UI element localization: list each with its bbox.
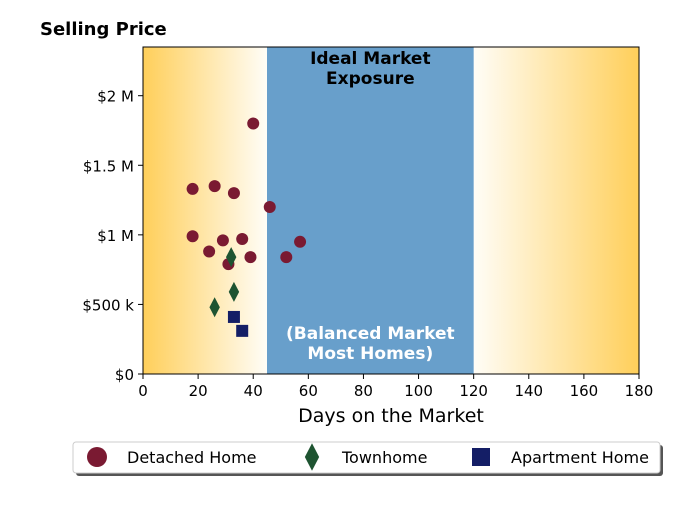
band-top-label: Ideal Market xyxy=(310,49,431,69)
detached-home-point xyxy=(208,180,221,193)
apartment-home-point xyxy=(236,324,249,337)
detached-home-point xyxy=(244,251,257,264)
band-top-label: Exposure xyxy=(326,69,415,89)
ideal-market-band xyxy=(267,47,474,374)
plot-frame xyxy=(142,46,640,375)
detached-home-point xyxy=(203,245,216,258)
x-axis-label: Days on the Market xyxy=(298,405,484,427)
band-bottom-label: (Balanced Market xyxy=(286,324,455,344)
legend-frame xyxy=(72,441,661,474)
legend-marker xyxy=(87,447,107,467)
townhome-point xyxy=(225,247,237,268)
y-tick-label: $1.5 M xyxy=(83,157,134,175)
axes: 0 20 40 60 80 100 120 140 160 180 $0 $500 k $1 M $1.5… xyxy=(82,46,654,400)
detached-home-point xyxy=(280,251,293,264)
detached-home-point xyxy=(216,234,229,247)
apartment-home-point xyxy=(227,310,240,323)
legend-label: Apartment Home xyxy=(511,448,649,467)
x-tick-label: 0 xyxy=(138,382,148,400)
x-tick-label: 40 xyxy=(244,382,263,400)
detached-home-point xyxy=(263,201,276,214)
townhome-point xyxy=(228,281,240,302)
y-tick-label: $2 M xyxy=(97,88,134,106)
plot-area xyxy=(143,47,639,374)
legend: Detached Home Townhome Apartment Home xyxy=(72,441,663,476)
y-tick-label: $500 k xyxy=(82,296,134,314)
x-tick-label: 60 xyxy=(299,382,318,400)
chart-title: Selling Price xyxy=(40,19,167,40)
x-tick-label: 180 xyxy=(625,382,654,400)
detached-home-point xyxy=(294,235,307,248)
detached-home-point xyxy=(236,233,249,246)
y-tick-label: $0 xyxy=(115,366,134,384)
legend-marker xyxy=(304,443,320,471)
y-tick-label: $1 M xyxy=(97,227,134,245)
legend-label: Detached Home xyxy=(127,448,257,467)
detached-home-point xyxy=(186,182,199,195)
x-tick-label: 120 xyxy=(459,382,488,400)
detached-home-point xyxy=(186,230,199,243)
detached-home-point xyxy=(247,117,260,130)
x-tick-label: 140 xyxy=(514,382,543,400)
data-points xyxy=(186,117,307,337)
x-tick-label: 160 xyxy=(570,382,599,400)
band-bottom-label: Most Homes) xyxy=(307,344,433,364)
x-tick-label: 20 xyxy=(189,382,208,400)
detached-home-point xyxy=(227,187,240,200)
legend-marker xyxy=(472,448,490,466)
townhome-point xyxy=(209,297,220,318)
x-tick-label: 100 xyxy=(404,382,433,400)
legend-label: Townhome xyxy=(341,448,427,467)
x-tick-label: 80 xyxy=(354,382,373,400)
